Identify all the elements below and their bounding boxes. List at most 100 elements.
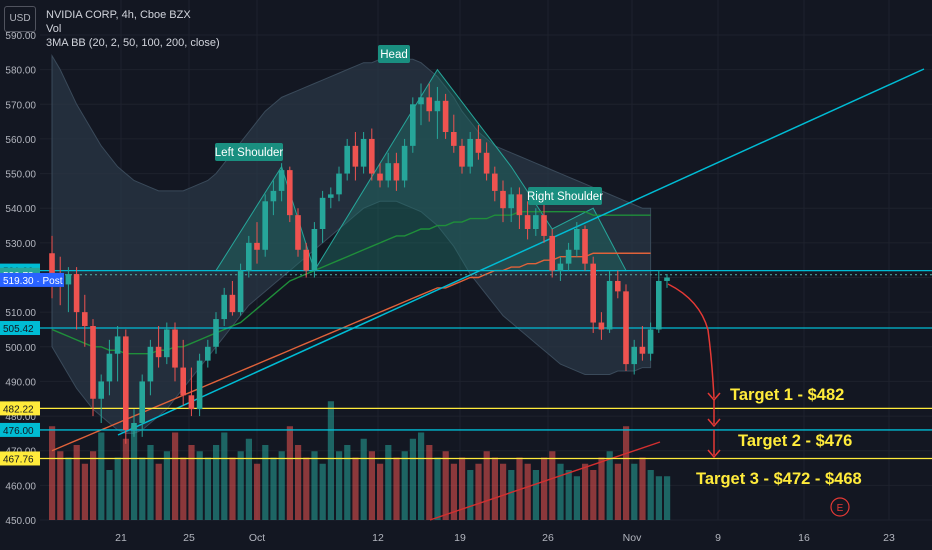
volume-label[interactable]: Vol [46, 23, 62, 35]
volume-bar [155, 463, 162, 520]
price-label-box [0, 321, 40, 336]
volume-bar [655, 476, 662, 520]
candle-body [82, 312, 88, 326]
volume-bar [213, 445, 220, 520]
volume-bar [106, 470, 113, 520]
candle-body [172, 329, 178, 368]
price-label-box [0, 422, 40, 437]
currency-badge[interactable]: USD [4, 6, 36, 32]
volume-bar [57, 451, 64, 520]
price-tick-label: 560.00 [5, 135, 36, 146]
price-axis[interactable]: 450.00460.00470.00480.00490.00500.00510.… [0, 0, 64, 550]
candle-body [639, 346, 646, 354]
pattern-label-box [528, 187, 602, 205]
volume-bar [606, 451, 613, 520]
time-tick-label: 23 [883, 532, 895, 544]
price-label: 482.22 [3, 404, 34, 415]
volume-bar [385, 445, 392, 520]
candle-body [623, 291, 629, 365]
candle-body [549, 235, 555, 271]
price-label: 476.00 [3, 426, 34, 437]
candle-body [147, 346, 154, 382]
candle-body [114, 336, 121, 354]
pattern-label-box [378, 45, 410, 63]
pattern-label: Head [380, 49, 408, 61]
price-tick-label: 590.00 [5, 31, 36, 42]
event-marker-label: E [837, 503, 844, 514]
volume-bar [245, 438, 252, 520]
candle-body [246, 242, 252, 271]
candle-body [213, 319, 219, 347]
volume-bar [598, 457, 605, 520]
target-label: Target 1 - $482 [730, 386, 844, 404]
candle-body [401, 145, 408, 181]
price-tick-label: 480.00 [5, 412, 36, 423]
volume-bar [377, 463, 384, 520]
candle-body [574, 229, 580, 250]
candle-body [393, 163, 400, 181]
volume-bar [122, 438, 129, 520]
candle-body [598, 322, 605, 330]
volume-bar [336, 451, 343, 520]
volume-bar [442, 451, 449, 520]
candle-body [483, 152, 490, 174]
candle-body [533, 215, 539, 229]
volume-bar [319, 463, 326, 520]
time-axis-background [40, 522, 932, 550]
candle-body [106, 353, 113, 382]
candle-body [344, 145, 350, 174]
volume-bar [623, 426, 630, 520]
candle-body [377, 173, 383, 181]
candle-body [49, 253, 55, 278]
ma-red-line [429, 441, 661, 521]
volume-bar [262, 445, 269, 520]
arrow-head [707, 418, 721, 428]
volume-bar [418, 432, 425, 520]
candle-body [254, 242, 260, 250]
time-axis[interactable]: 21 25 Oct 12 19 26 Nov 9 16 23 [40, 522, 932, 550]
volume-bar [172, 432, 179, 520]
time-tick-label: Oct [249, 532, 265, 544]
time-tick-label: 12 [372, 532, 384, 544]
volume-bar [237, 451, 244, 520]
volume-bar [524, 463, 531, 520]
candle-body [426, 97, 432, 112]
time-tick-label: 16 [798, 532, 810, 544]
volume-bar [467, 470, 474, 520]
volume-bar [590, 470, 597, 520]
volume-bar [639, 457, 646, 520]
price-tick-label: 580.00 [5, 66, 36, 77]
volume-bar [163, 451, 170, 520]
candle-body [196, 360, 203, 410]
time-tick-label: Nov [623, 532, 642, 544]
volume-bar [573, 476, 580, 520]
candle-body [557, 263, 564, 271]
volume-bar [549, 451, 556, 520]
candle-body [500, 190, 506, 209]
volume-bar [631, 463, 638, 520]
volume-bar [360, 438, 367, 520]
candle-body [188, 395, 195, 410]
price-tick-label: 510.00 [5, 308, 36, 319]
indicator-label[interactable]: 3MA BB (20, 2, 50, 100, 200, close) [46, 37, 220, 49]
candle-body [442, 100, 449, 132]
candle-body [434, 100, 441, 112]
annotations: Left Shoulder Head Right Shoulder Target 1 … [215, 45, 862, 517]
event-marker-icon [830, 497, 850, 517]
volume-bar [532, 470, 539, 520]
arrow-head [707, 449, 721, 459]
candle-body [647, 329, 654, 354]
chart-title[interactable]: NVIDIA CORP, 4h, Cboe BZX [46, 9, 191, 21]
volume-bar [393, 457, 400, 520]
price-label-box [0, 401, 40, 416]
candle-body [410, 104, 416, 146]
pattern-label-box [215, 143, 283, 161]
pattern-label: Left Shoulder [215, 147, 284, 159]
candle-body [221, 294, 227, 320]
candle-body [65, 274, 72, 285]
volume-bar [409, 438, 416, 520]
price-tick-label: 570.00 [5, 100, 36, 111]
volume-bar [368, 451, 375, 520]
price-label-box [0, 272, 64, 287]
